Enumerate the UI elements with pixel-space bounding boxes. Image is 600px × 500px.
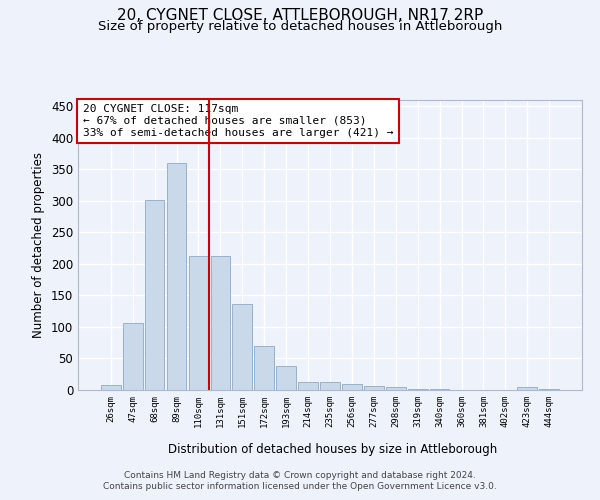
Bar [320,382,340,390]
Text: Contains public sector information licensed under the Open Government Licence v3: Contains public sector information licen… [103,482,497,491]
Bar [517,388,537,390]
Bar [145,200,164,390]
Bar [211,256,230,390]
Text: Size of property relative to detached houses in Attleborough: Size of property relative to detached ho… [98,20,502,33]
Bar [386,388,406,390]
Bar [101,385,121,390]
Bar [167,163,187,390]
Bar [232,304,252,390]
Bar [276,366,296,390]
Bar [342,384,362,390]
Bar [298,382,318,390]
Bar [430,388,449,390]
Bar [539,388,559,390]
Bar [254,346,274,390]
Bar [123,322,143,390]
Y-axis label: Number of detached properties: Number of detached properties [32,152,46,338]
Bar [188,256,208,390]
Text: 20, CYGNET CLOSE, ATTLEBOROUGH, NR17 2RP: 20, CYGNET CLOSE, ATTLEBOROUGH, NR17 2RP [117,8,483,22]
Text: Distribution of detached houses by size in Attleborough: Distribution of detached houses by size … [169,442,497,456]
Bar [364,386,384,390]
Text: Contains HM Land Registry data © Crown copyright and database right 2024.: Contains HM Land Registry data © Crown c… [124,471,476,480]
Text: 20 CYGNET CLOSE: 117sqm
← 67% of detached houses are smaller (853)
33% of semi-d: 20 CYGNET CLOSE: 117sqm ← 67% of detache… [83,104,394,138]
